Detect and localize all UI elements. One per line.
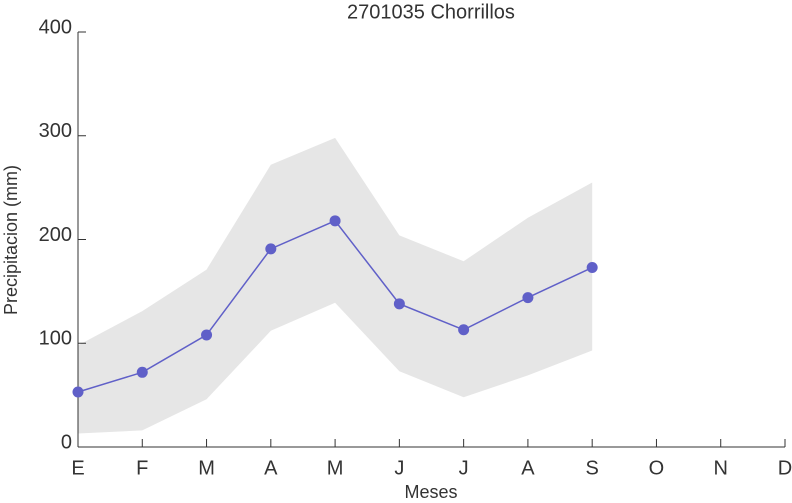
point [393,298,405,310]
point [136,366,148,378]
point [586,262,598,274]
x-tick-label: A [264,457,278,479]
y-tick-label: 100 [39,328,72,350]
x-tick-label: A [521,457,535,479]
band [78,137,593,434]
y-tick-label: 200 [39,224,72,246]
x-tick-label: O [649,457,665,479]
point [458,324,470,336]
x-tick-label: E [71,457,84,479]
x-tick-label: F [136,457,148,479]
x-tick-label: N [714,457,728,479]
x-tick-label: S [586,457,599,479]
point [265,243,277,255]
point [201,329,213,341]
x-tick-label: D [778,457,792,479]
y-tick-label: 400 [39,16,72,38]
point [72,386,84,398]
y-tick-label: 300 [39,120,72,142]
y-axis-label: Precipitacion (mm) [1,165,21,315]
point [329,215,341,227]
x-tick-label: M [198,457,215,479]
y-tick-label: 0 [61,431,72,453]
x-tick-label: J [394,457,404,479]
x-tick-label: M [327,457,344,479]
chart-title: 2701035 Chorrillos [347,1,515,23]
x-axis-label: Meses [404,482,457,502]
point [522,292,534,304]
x-tick-label: J [459,457,469,479]
